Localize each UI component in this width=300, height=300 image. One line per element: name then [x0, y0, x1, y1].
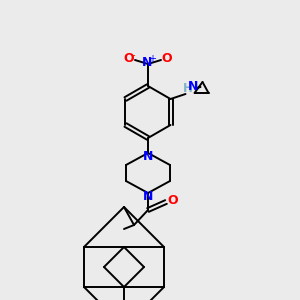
Text: O: O: [124, 52, 134, 65]
Text: O: O: [168, 194, 178, 206]
Text: N: N: [143, 149, 153, 163]
Text: -: -: [131, 50, 135, 60]
Text: N: N: [188, 80, 199, 92]
Text: +: +: [148, 54, 156, 64]
Text: N: N: [143, 190, 153, 202]
Text: N: N: [142, 56, 152, 70]
Text: O: O: [162, 52, 172, 65]
Text: H: H: [183, 82, 193, 95]
